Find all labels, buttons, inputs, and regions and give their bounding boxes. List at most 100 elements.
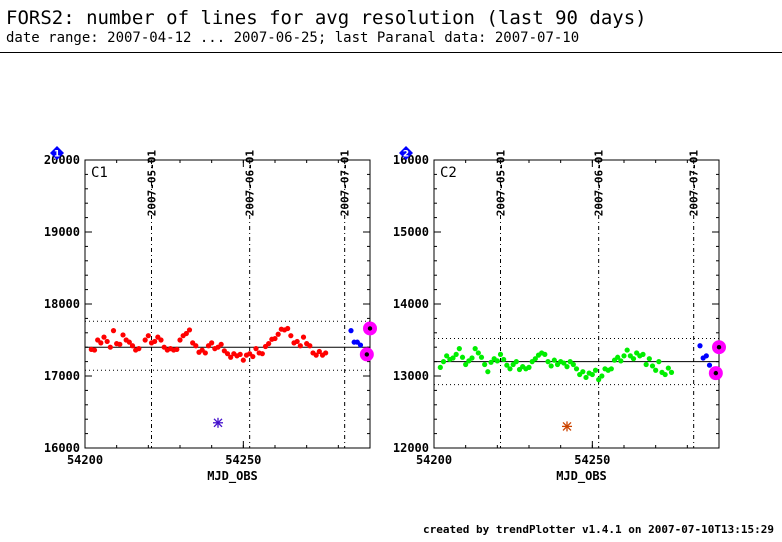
data-point	[665, 365, 671, 371]
data-point	[142, 337, 148, 343]
data-point	[240, 357, 246, 363]
x-tick-label: 54200	[416, 453, 452, 467]
data-point	[300, 334, 307, 340]
header-divider	[0, 52, 782, 53]
data-point	[497, 351, 504, 357]
data-point	[488, 359, 494, 365]
data-point	[120, 332, 126, 338]
data-point	[513, 359, 519, 365]
data-point	[107, 344, 113, 350]
data-point	[643, 361, 649, 368]
data-point	[618, 358, 624, 364]
data-point	[453, 351, 459, 357]
data-point	[596, 377, 602, 383]
data-point	[494, 358, 500, 364]
y-tick-label: 16000	[44, 441, 80, 455]
y-tick-label: 12000	[393, 441, 429, 455]
data-point	[183, 330, 189, 337]
data-point	[297, 343, 303, 349]
data-point	[478, 354, 485, 360]
data-point	[649, 363, 656, 369]
data-point	[237, 351, 243, 357]
data-point	[450, 355, 456, 361]
date-tick-label: 2007-05-01	[495, 150, 508, 217]
data-point	[126, 339, 132, 345]
panel-label: C2	[440, 165, 457, 181]
data-point	[316, 348, 322, 355]
data-point	[504, 362, 510, 368]
data-point	[357, 342, 364, 348]
data-point	[507, 366, 513, 372]
data-point	[91, 347, 98, 353]
data-point	[662, 371, 668, 378]
data-point	[459, 354, 466, 360]
data-point	[570, 361, 576, 368]
data-point	[275, 331, 281, 337]
badge-number: 2	[403, 150, 409, 160]
data-point	[177, 337, 183, 343]
data-point	[193, 343, 199, 349]
data-point	[145, 333, 151, 339]
outlier-star-marker	[213, 417, 223, 428]
date-tick-label: 2007-06-01	[593, 150, 606, 217]
data-point	[501, 356, 507, 363]
data-point	[542, 351, 548, 357]
data-point	[272, 335, 278, 342]
data-point	[469, 355, 475, 361]
plot-frame	[433, 159, 720, 449]
data-point	[152, 338, 158, 345]
data-point	[630, 356, 637, 362]
data-point	[174, 346, 180, 352]
date-tick-label: 2007-05-01	[146, 150, 159, 217]
data-point	[472, 346, 478, 352]
data-point	[589, 371, 595, 378]
data-point	[456, 346, 462, 352]
data-point	[463, 361, 469, 368]
x-tick-label: 54250	[225, 453, 261, 467]
data-point	[259, 351, 265, 357]
data-point	[285, 325, 291, 332]
data-point	[266, 341, 272, 347]
data-point	[250, 353, 256, 360]
data-point	[202, 350, 208, 356]
data-point	[548, 363, 554, 369]
data-point	[98, 340, 104, 346]
data-point	[561, 360, 567, 366]
y-tick-label: 15000	[393, 225, 429, 239]
data-point	[437, 364, 443, 370]
data-point	[313, 352, 319, 358]
data-point	[703, 353, 709, 359]
data-point	[564, 364, 570, 370]
chart-title: FORS2: number of lines for avg resolutio…	[6, 7, 647, 29]
data-point	[228, 354, 234, 360]
data-point	[482, 361, 488, 368]
data-point	[136, 346, 142, 352]
data-point	[224, 351, 231, 357]
badge-diamond-icon	[399, 146, 413, 160]
data-point	[668, 369, 675, 375]
x-tick-label: 54200	[67, 453, 103, 467]
data-point	[573, 366, 580, 372]
data-point	[475, 350, 481, 356]
data-point	[580, 369, 586, 375]
data-point	[545, 359, 551, 365]
data-point	[532, 356, 538, 362]
panel-c2: 12000 13000 14000 15000 16000 54200 54250 MJD_O…	[393, 146, 726, 484]
badge-number: 1	[54, 150, 60, 160]
data-point	[307, 343, 313, 349]
data-point	[526, 364, 532, 370]
data-point	[253, 346, 259, 352]
data-point	[706, 362, 713, 368]
data-point	[624, 347, 630, 353]
data-point	[440, 359, 447, 365]
y-tick-label: 18000	[44, 297, 80, 311]
data-point	[444, 353, 450, 359]
footer-credit: created by trendPlotter v1.4.1 on 2007-0…	[423, 523, 774, 536]
date-tick-label: 2007-06-01	[244, 150, 257, 217]
data-point	[608, 366, 614, 372]
data-point	[599, 373, 605, 379]
data-point	[104, 338, 110, 345]
plot-frame	[84, 159, 371, 449]
data-point	[110, 328, 117, 334]
